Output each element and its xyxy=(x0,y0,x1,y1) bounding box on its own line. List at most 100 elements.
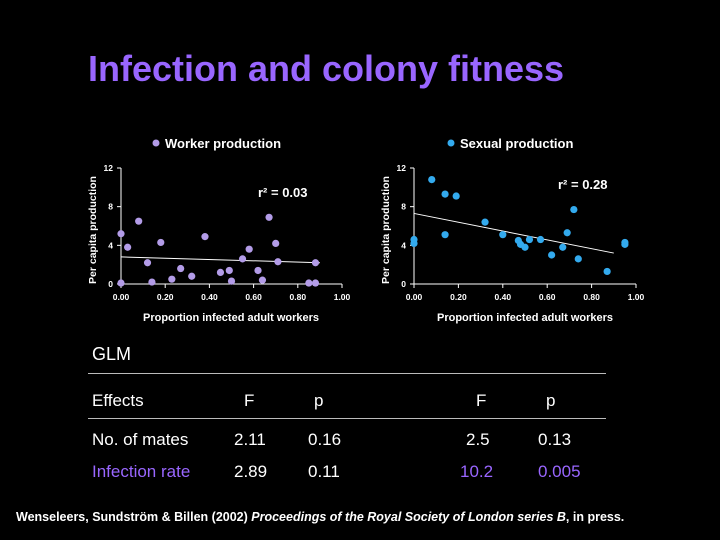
slide-title: Infection and colony fitness xyxy=(88,48,565,89)
x-tick-label-right-4: 0.80 xyxy=(583,292,600,302)
table-rule-bottom xyxy=(88,418,606,419)
row-infection-f1: 2.89 xyxy=(234,462,268,481)
x-tick-label-left-1: 0.20 xyxy=(157,292,174,302)
data-point-right-17 xyxy=(574,255,582,263)
glm-heading: GLM xyxy=(92,344,132,364)
data-point-right-13 xyxy=(548,251,556,259)
row-infection-p1: 0.11 xyxy=(308,462,340,481)
x-tick-label-left-4: 0.80 xyxy=(290,292,307,302)
legend-marker-worker xyxy=(152,139,160,147)
header-p1: p xyxy=(314,391,324,410)
legend-sexual: Sexual production xyxy=(460,136,573,151)
data-point-right-20 xyxy=(621,240,629,248)
y-tick-label-left-1: 8 xyxy=(108,202,113,212)
data-point-left-16 xyxy=(254,266,262,275)
trendline-right xyxy=(413,212,614,254)
header-f2: F xyxy=(476,391,487,410)
xlabel-left: Proportion infected adult workers xyxy=(143,312,319,324)
citation-journal: Proceedings of the Royal Society of Lond… xyxy=(251,510,566,524)
data-point-right-3 xyxy=(441,190,449,198)
x-tick-label-right-3: 0.60 xyxy=(539,292,556,302)
scatter-charts: Worker production 0.00 0.20 0.40 0.60 0.80 1.… xyxy=(87,136,645,324)
row-infection-effect: Infection rate xyxy=(92,462,191,481)
trendline-left xyxy=(120,256,320,264)
points-right xyxy=(410,176,629,276)
y-tick-label-left-0: 12 xyxy=(104,163,114,173)
citation: Wenseleers, Sundström & Billen (2002) Pr… xyxy=(16,510,716,524)
y-tick-label-right-1: 8 xyxy=(401,202,406,212)
row-infection-f2: 10.2 xyxy=(460,462,494,481)
row-mates-effect: No. of mates xyxy=(92,430,189,449)
data-point-left-7 xyxy=(168,275,176,283)
header-f1: F xyxy=(244,391,255,410)
data-point-left-22 xyxy=(311,259,320,267)
y-tick-label-left-3: 0 xyxy=(108,279,113,289)
ylabel-left: Per capita production xyxy=(87,176,99,284)
data-point-left-14 xyxy=(238,255,247,263)
annotation-left: r² = 0.03 xyxy=(258,185,308,200)
data-point-left-23 xyxy=(311,279,320,287)
x-tick-label-left-0: 0.00 xyxy=(113,292,130,302)
legend-worker: Worker production xyxy=(165,136,281,151)
annotation-right: r² = 0.28 xyxy=(558,177,608,192)
data-point-left-4 xyxy=(143,259,152,267)
header-effects: Effects xyxy=(92,391,144,410)
x-tick-label-right-1: 0.20 xyxy=(450,292,467,302)
table-rule-top xyxy=(88,373,606,374)
data-point-left-19 xyxy=(272,239,280,247)
data-point-right-12 xyxy=(536,235,545,244)
ticks-right: 0.00 0.20 0.40 0.60 0.80 1.00 12 8 4 0 xyxy=(397,163,645,302)
data-point-left-1 xyxy=(117,279,125,287)
xlabel-right: Proportion infected adult workers xyxy=(437,312,613,324)
data-point-left-11 xyxy=(216,268,225,276)
data-point-left-2 xyxy=(124,243,132,251)
data-point-left-10 xyxy=(201,233,209,241)
points-left xyxy=(117,213,320,287)
x-tick-label-left-5: 1.00 xyxy=(334,292,351,302)
x-tick-label-right-5: 1.00 xyxy=(628,292,645,302)
data-point-right-15 xyxy=(563,229,571,237)
data-point-left-15 xyxy=(245,245,253,253)
data-point-right-5 xyxy=(452,192,460,200)
data-point-right-1 xyxy=(410,239,418,247)
data-point-left-13 xyxy=(227,277,236,285)
data-point-left-21 xyxy=(305,279,313,287)
data-point-right-11 xyxy=(525,235,534,244)
x-tick-label-right-0: 0.00 xyxy=(406,292,423,302)
data-point-right-2 xyxy=(428,176,436,184)
row-mates-p2: 0.13 xyxy=(538,430,572,449)
y-tick-label-right-3: 0 xyxy=(401,279,406,289)
data-point-right-10 xyxy=(521,243,529,251)
data-point-left-20 xyxy=(274,258,282,266)
x-tick-label-left-2: 0.40 xyxy=(201,292,218,302)
row-infection-p2: 0.005 xyxy=(538,462,581,481)
worker-chart: Worker production 0.00 0.20 0.40 0.60 0.80 1.… xyxy=(87,136,351,324)
x-tick-label-left-3: 0.60 xyxy=(245,292,262,302)
y-tick-label-right-2: 4 xyxy=(401,240,406,250)
x-tick-label-right-2: 0.40 xyxy=(495,292,512,302)
data-point-left-12 xyxy=(225,266,233,275)
data-point-right-6 xyxy=(481,218,489,226)
data-point-left-8 xyxy=(177,264,185,273)
row-mates-f2: 2.5 xyxy=(466,430,490,449)
header-p2: p xyxy=(546,391,556,410)
citation-authors: Wenseleers, Sundström & Billen (2002) xyxy=(16,510,252,524)
data-point-left-18 xyxy=(265,213,273,221)
data-point-right-18 xyxy=(603,267,611,276)
citation-suffix: , in press. xyxy=(565,510,625,524)
row-mates-p1: 0.16 xyxy=(308,430,342,449)
data-point-right-4 xyxy=(441,231,449,239)
data-point-right-7 xyxy=(499,231,507,239)
data-point-left-9 xyxy=(188,272,196,280)
data-point-left-6 xyxy=(157,238,165,247)
data-point-left-5 xyxy=(148,278,156,286)
ylabel-right: Per capita production xyxy=(380,176,392,284)
data-point-right-14 xyxy=(559,243,567,251)
row-mates-f1: 2.11 xyxy=(234,430,266,449)
y-tick-label-left-2: 4 xyxy=(108,240,113,250)
data-point-left-17 xyxy=(258,276,267,284)
sexual-chart: Sexual production 0.00 0.20 0.40 0.60 0.80 1.… xyxy=(380,136,645,324)
data-point-right-16 xyxy=(570,205,578,214)
data-point-left-0 xyxy=(117,230,125,238)
data-point-left-3 xyxy=(135,217,143,225)
